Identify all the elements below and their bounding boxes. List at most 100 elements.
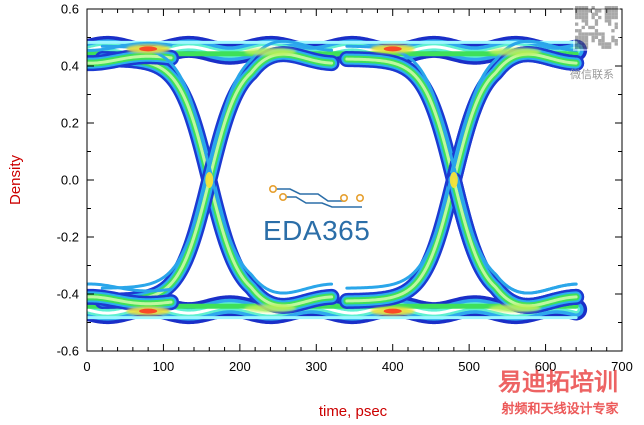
- circuit-trace-icon: [268, 185, 364, 208]
- qr-module: [575, 45, 579, 49]
- qr-module: [584, 12, 589, 16]
- qr-module: [584, 45, 589, 49]
- qr-module: [581, 35, 585, 39]
- y-tick-label: 0.2: [61, 116, 79, 131]
- qr-module: [604, 45, 608, 49]
- qr-module: [584, 32, 589, 36]
- transition-band: [87, 54, 173, 65]
- density-hotspot: [244, 304, 297, 313]
- qr-module: [591, 39, 595, 43]
- qr-module: [608, 19, 612, 23]
- transition-shadow: [100, 39, 334, 290]
- x-axis-title: time, psec: [319, 403, 388, 420]
- density-peak: [383, 46, 402, 52]
- qr-module: [581, 9, 585, 13]
- density-hotspot: [489, 304, 541, 313]
- density-hotspot: [244, 47, 297, 56]
- qr-module: [581, 25, 585, 30]
- qr-module: [598, 9, 602, 13]
- qr-module: [611, 29, 615, 33]
- brand-watermark-subtitle: 射频和天线设计专家: [500, 401, 619, 417]
- qr-module: [608, 45, 612, 49]
- x-tick-label: 0: [83, 359, 90, 374]
- density-peak: [383, 308, 402, 314]
- x-tick-label: 700: [611, 359, 633, 374]
- qr-module: [575, 15, 579, 20]
- qr-module: [608, 22, 612, 26]
- qr-module: [581, 6, 585, 10]
- x-tick-label: 300: [305, 359, 327, 374]
- qr-module: [578, 9, 582, 13]
- qr-module: [604, 6, 608, 10]
- qr-module: [598, 15, 602, 20]
- qr-module: [578, 12, 582, 16]
- qr-module: [594, 19, 599, 23]
- qr-module: [588, 9, 592, 13]
- y-tick-label: 0.6: [61, 2, 79, 17]
- qr-module: [575, 29, 579, 33]
- transition-shadow: [452, 39, 578, 169]
- qr-module: [594, 12, 599, 16]
- qr-module: [611, 35, 615, 39]
- qr-module: [578, 45, 582, 49]
- brand-watermark-title: 易迪拓培训: [498, 368, 618, 396]
- qr-module: [575, 42, 579, 46]
- qr-module: [604, 19, 608, 23]
- transition-shadow: [87, 282, 173, 293]
- eda365-logo: EDA365: [263, 185, 370, 246]
- qr-module: [588, 25, 592, 30]
- qr-module: [608, 9, 612, 13]
- qr-module: [601, 32, 605, 36]
- qr-module: [608, 6, 612, 10]
- x-tick-label: 500: [458, 359, 480, 374]
- y-tick-label: 0.4: [61, 59, 79, 74]
- qr-module: [591, 15, 595, 20]
- qr-module: [608, 42, 612, 46]
- qr-module: [608, 15, 612, 20]
- density-hotspot: [489, 47, 541, 56]
- x-tick-label: 200: [229, 359, 251, 374]
- qr-module: [581, 42, 585, 46]
- y-tick-label: 0.0: [61, 173, 79, 188]
- qr-module: [594, 22, 599, 26]
- y-axis: 0.6 0.4 0.2 0.0 -0.2 -0.4 -0.6: [57, 2, 622, 359]
- qr-module: [614, 15, 618, 20]
- qr-module: [614, 12, 618, 16]
- qr-module: [614, 9, 618, 13]
- qr-module: [601, 35, 605, 39]
- qr-module: [584, 9, 589, 13]
- qr-module: [584, 35, 589, 39]
- qr-module: [581, 39, 585, 43]
- crossing-point: [449, 172, 458, 188]
- qr-module: [614, 22, 618, 26]
- density-peak: [139, 308, 158, 314]
- qr-module: [578, 39, 582, 43]
- x-tick-label: 600: [535, 359, 557, 374]
- qr-module: [614, 39, 618, 43]
- qr-module: [604, 12, 608, 16]
- transition-band: [452, 178, 578, 308]
- qr-module: [591, 32, 595, 36]
- qr-module: [611, 6, 615, 10]
- qr-module: [584, 22, 589, 26]
- qr-module: [598, 42, 602, 46]
- transition-band: [94, 51, 340, 314]
- x-tick-label: 100: [153, 359, 175, 374]
- transition-shadow: [87, 41, 173, 52]
- qr-module: [594, 32, 599, 36]
- x-tick-label: 400: [382, 359, 404, 374]
- qr-module: [594, 35, 599, 39]
- qr-module: [611, 12, 615, 16]
- qr-module: [584, 42, 589, 46]
- qr-module: [584, 15, 589, 20]
- transition-band: [94, 46, 340, 309]
- transition-band: [87, 295, 173, 306]
- qr-module: [584, 19, 589, 23]
- crossing-point: [205, 172, 214, 188]
- qr-module: [601, 42, 605, 46]
- qr-module: [591, 12, 595, 16]
- qr-module: [584, 39, 589, 43]
- qr-module: [578, 32, 582, 36]
